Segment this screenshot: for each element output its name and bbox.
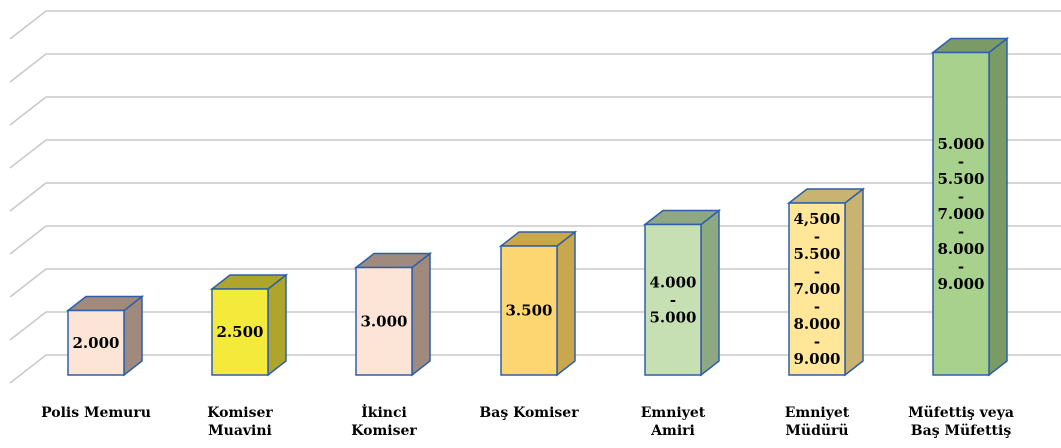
gridline (9, 354, 1061, 384)
bar-front (932, 51, 990, 376)
gridline (9, 139, 1061, 169)
data-label: 5.000 (938, 135, 985, 153)
gridline (9, 311, 1061, 341)
bar-side (267, 273, 287, 377)
category-label: Muavini (208, 423, 272, 439)
bar-side (556, 230, 576, 377)
bar (353, 251, 433, 377)
category-label: Komiser (351, 423, 417, 439)
gridline (9, 268, 1061, 298)
data-label: - (958, 257, 964, 275)
data-label: - (814, 333, 820, 351)
bar-side (411, 251, 431, 377)
gridline (9, 10, 1061, 40)
data-label: 4.000 (650, 273, 697, 291)
data-label: - (958, 187, 964, 205)
bar (498, 230, 578, 377)
category-label: Müfettiş veya (908, 405, 1014, 421)
bars (65, 36, 1010, 377)
bar (786, 187, 866, 377)
data-label: 5.500 (938, 170, 985, 188)
category-label: İkinci (361, 402, 407, 421)
bar-front (644, 223, 702, 376)
bar-front (211, 288, 269, 376)
bar-side (844, 187, 864, 377)
data-label: - (814, 298, 820, 316)
bar (642, 208, 722, 377)
bar-front (67, 309, 125, 376)
data-label: 7.000 (794, 280, 841, 298)
category-label: Emniyet (785, 405, 850, 421)
category-label: Polis Memuru (41, 405, 151, 421)
bar-front (355, 266, 413, 376)
gridline (9, 225, 1061, 255)
data-label: 7.000 (938, 205, 985, 223)
data-label: 4,500 (794, 210, 841, 228)
bar-front (500, 245, 558, 376)
data-label: 8.000 (938, 240, 985, 258)
category-label: Komiser (207, 405, 273, 421)
data-label: 5.000 (650, 308, 697, 326)
bar-side (988, 36, 1008, 377)
bar (930, 36, 1010, 377)
data-label: 8.000 (794, 315, 841, 333)
category-labels: Polis Memuru Komiser Muavini İkinci Komiser B… (41, 402, 1014, 439)
category-label: Baş Müfettiş (911, 423, 1012, 439)
bar (65, 294, 145, 377)
bar (209, 273, 289, 377)
category-label: Amiri (650, 423, 695, 439)
data-label: 9.000 (794, 350, 841, 368)
gridline (9, 53, 1061, 83)
bar-front (788, 202, 846, 376)
data-labels: 2.0002.5003.0003.5004.000-5.0004,500-5.5… (73, 135, 985, 368)
data-label: - (958, 152, 964, 170)
gridlines (9, 10, 1061, 384)
data-label: 2.000 (73, 334, 120, 352)
gridline (9, 182, 1061, 212)
data-label: 2.500 (217, 323, 264, 341)
category-label: Baş Komiser (479, 405, 579, 421)
data-label: - (814, 228, 820, 246)
data-label: 3.000 (361, 312, 408, 330)
data-label: - (670, 291, 676, 309)
data-label: - (814, 263, 820, 281)
data-label: 5.500 (794, 245, 841, 263)
category-label: Emniyet (641, 405, 706, 421)
category-label: Müdürü (785, 423, 848, 439)
gridline (9, 96, 1061, 126)
data-label: - (958, 222, 964, 240)
data-label: 3.500 (506, 302, 553, 320)
data-label: 9.000 (938, 275, 985, 293)
bar-side (700, 208, 720, 377)
